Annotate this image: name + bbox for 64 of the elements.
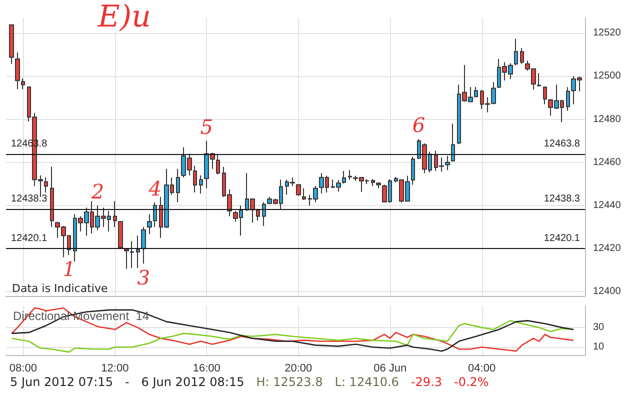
y-tick-label: 12520: [593, 28, 622, 39]
candlestick: [520, 47, 524, 64]
candlestick: [141, 226, 146, 264]
y-tick-label: 12460: [593, 156, 622, 168]
y-tick-label: 12420: [593, 243, 622, 254]
text: 12420.1: [544, 232, 580, 244]
candlestick: [118, 221, 123, 250]
ref-line-label: 12420.1: [11, 232, 48, 244]
annotation: 6: [412, 113, 426, 138]
candlestick: [21, 78, 25, 90]
annotation: E)u: [97, 0, 151, 34]
y-tick-label: 10: [593, 342, 605, 353]
annotation: 2: [90, 179, 104, 204]
text: H: 12523.8: [256, 375, 323, 389]
candlestick: [451, 123, 455, 162]
candlestick: [130, 240, 134, 268]
x-tick-label: 04:00: [468, 362, 496, 374]
ref-line-label: 12438.3: [11, 194, 48, 205]
candlestick: [566, 86, 570, 112]
text: -: [124, 375, 130, 389]
annotation: Data is Indicative: [12, 282, 108, 295]
y-tick-label: 30: [593, 322, 605, 334]
x-tick-label: 20:00: [284, 362, 312, 374]
candlestick: [136, 235, 140, 268]
candlestick: [176, 168, 180, 203]
candlestick: [474, 86, 478, 98]
candlestick: [113, 200, 117, 228]
candlestick: [302, 188, 306, 200]
y-tick-label: 12400: [593, 286, 622, 298]
candlestick: [537, 72, 541, 88]
candlestick: [193, 165, 197, 194]
candlestick: [411, 156, 415, 186]
y-tick-label: 12480: [593, 114, 622, 125]
candlestick: [44, 176, 48, 194]
annotation: 4: [148, 176, 162, 200]
y-tick-label: 12500: [593, 70, 622, 82]
text: -0.2%: [454, 375, 489, 389]
candlestick: [124, 248, 129, 270]
candlestick: [445, 155, 450, 171]
y-tick-label: 12440: [593, 200, 622, 211]
candlestick: [9, 24, 14, 64]
annotation: 5: [200, 114, 214, 139]
candlestick: [216, 153, 220, 175]
candlestick: [543, 86, 547, 105]
x-tick-label: 08:00: [9, 362, 37, 374]
annotation: 1: [62, 257, 76, 282]
candlestick: [199, 174, 203, 194]
x-tick-label: 06 Jun: [374, 362, 407, 374]
x-tick-label: 12:00: [101, 362, 129, 374]
candlestick: [153, 202, 157, 228]
candlestick: [50, 166, 54, 228]
candlestick: [15, 52, 20, 90]
x-tick-label: 16:00: [192, 362, 220, 374]
annotation: 3: [137, 266, 150, 290]
candlestick: [514, 38, 518, 66]
text: -29.3: [410, 375, 442, 389]
text: 5 Jun 2012 07:15: [10, 375, 113, 389]
text: L: 12410.6: [334, 375, 399, 389]
candlestick: [348, 170, 352, 180]
text: 12438.3: [544, 194, 580, 205]
text: 6 Jun 2012 08:15: [141, 375, 244, 389]
text: 12463.8: [544, 138, 580, 150]
candlestick: [147, 214, 152, 235]
candlestick: [296, 183, 301, 196]
